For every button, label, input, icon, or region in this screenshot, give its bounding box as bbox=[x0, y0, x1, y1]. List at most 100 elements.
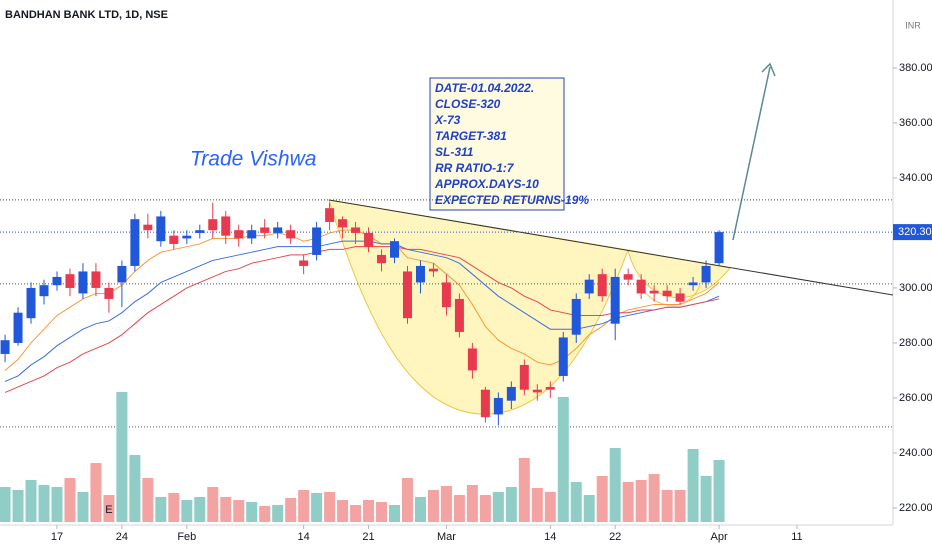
candle-body bbox=[156, 216, 166, 242]
note-line: CLOSE-320 bbox=[435, 97, 501, 111]
volume-bar bbox=[401, 478, 413, 522]
candle-body bbox=[454, 298, 464, 332]
candle-body bbox=[467, 348, 477, 371]
candle-body bbox=[117, 265, 127, 283]
volume-bar bbox=[622, 482, 634, 522]
volume-bar bbox=[389, 505, 401, 522]
candle-body bbox=[519, 364, 529, 390]
y-tick-label: 220.00 bbox=[899, 502, 932, 514]
volume-bar bbox=[142, 478, 154, 522]
volume-bar bbox=[155, 497, 167, 522]
candle-body bbox=[480, 389, 490, 418]
candle-body bbox=[143, 224, 153, 231]
volume-bar bbox=[414, 497, 426, 522]
candle-body bbox=[415, 265, 425, 283]
target-arrow-head bbox=[761, 62, 776, 77]
candle-body bbox=[662, 290, 672, 297]
currency-label: INR bbox=[905, 20, 921, 30]
note-line: SL-311 bbox=[435, 145, 474, 159]
candle-body bbox=[260, 227, 270, 233]
volume-bar bbox=[12, 490, 24, 522]
candle-body bbox=[78, 271, 88, 294]
volume-bar bbox=[440, 486, 452, 522]
volume-bar bbox=[168, 493, 180, 522]
target-arrow bbox=[732, 66, 771, 241]
candle-body bbox=[545, 386, 555, 390]
candle-body bbox=[234, 230, 244, 239]
volume-bar bbox=[700, 476, 712, 522]
volume-bar bbox=[661, 490, 673, 522]
volume-bar bbox=[350, 505, 362, 522]
candle-body bbox=[338, 219, 348, 228]
y-tick-label: 340.00 bbox=[899, 172, 932, 184]
handle-shape bbox=[627, 249, 731, 299]
y-tick-label: 240.00 bbox=[899, 447, 932, 459]
candle-body bbox=[597, 274, 607, 297]
candle-body bbox=[701, 265, 711, 283]
candle-body bbox=[247, 230, 257, 239]
moving-average bbox=[4, 240, 720, 382]
candle-body bbox=[532, 389, 542, 393]
x-tick-label: 11 bbox=[791, 531, 802, 543]
volume-bar bbox=[337, 500, 349, 522]
volume-bar bbox=[51, 487, 63, 522]
volume-bar bbox=[687, 449, 699, 522]
candle-body bbox=[441, 282, 451, 308]
volume-bar bbox=[77, 492, 89, 522]
x-tick-label: 22 bbox=[609, 531, 621, 543]
volume-bar bbox=[194, 497, 206, 522]
volume-bar bbox=[90, 463, 102, 522]
volume-bar bbox=[25, 480, 37, 522]
volume-bar bbox=[298, 490, 310, 522]
volume-bar bbox=[129, 455, 141, 522]
volume-bar bbox=[596, 476, 608, 522]
note-line: TARGET-381 bbox=[435, 129, 507, 143]
candle-body bbox=[390, 241, 400, 258]
x-tick-label: 24 bbox=[116, 531, 128, 543]
note-line: APPROX.DAYS-10 bbox=[434, 177, 539, 191]
volume-bar bbox=[38, 485, 50, 522]
candle-body bbox=[65, 274, 75, 288]
candle-body bbox=[364, 232, 374, 247]
volume-bar bbox=[427, 490, 439, 522]
x-tick-label: 14 bbox=[544, 531, 556, 543]
candle-body bbox=[675, 293, 685, 302]
volume-bar bbox=[713, 460, 725, 522]
watermark: Trade Vishwa bbox=[190, 148, 316, 171]
neckline bbox=[328, 199, 894, 296]
volume-bar bbox=[311, 493, 323, 522]
x-tick-label: Feb bbox=[177, 531, 196, 543]
candle-body bbox=[52, 276, 62, 286]
volume-bar bbox=[518, 458, 530, 522]
volume-bar bbox=[116, 392, 128, 522]
candle-body bbox=[169, 235, 179, 244]
candle-body bbox=[402, 271, 412, 319]
volume-bar bbox=[64, 478, 76, 522]
moving-average bbox=[4, 229, 720, 371]
volume-bar bbox=[583, 495, 595, 522]
candle-body bbox=[351, 227, 361, 233]
y-tick-label: 360.00 bbox=[899, 117, 932, 129]
last-price-tag bbox=[893, 224, 932, 241]
candle-body bbox=[286, 230, 296, 239]
volume-bar bbox=[0, 487, 11, 522]
volume-bar bbox=[259, 506, 271, 522]
x-tick-label: 21 bbox=[362, 531, 374, 543]
chart-title: BANDHAN BANK LTD, 1D, NSE bbox=[5, 9, 168, 21]
moving-average bbox=[4, 246, 720, 393]
candle-body bbox=[299, 260, 309, 266]
y-tick-label: 260.00 bbox=[899, 392, 932, 404]
volume-bar bbox=[220, 497, 232, 522]
candle-body bbox=[493, 397, 503, 415]
volume-bar bbox=[544, 492, 556, 522]
volume-bar bbox=[453, 495, 465, 522]
candle-body bbox=[636, 279, 646, 294]
candle-body bbox=[0, 340, 10, 354]
candle-body bbox=[13, 312, 23, 343]
candle-body bbox=[221, 216, 231, 236]
x-tick-label: 14 bbox=[298, 531, 310, 543]
volume-bar bbox=[531, 488, 543, 522]
candle-body bbox=[325, 208, 335, 222]
volume-bar bbox=[570, 482, 582, 522]
